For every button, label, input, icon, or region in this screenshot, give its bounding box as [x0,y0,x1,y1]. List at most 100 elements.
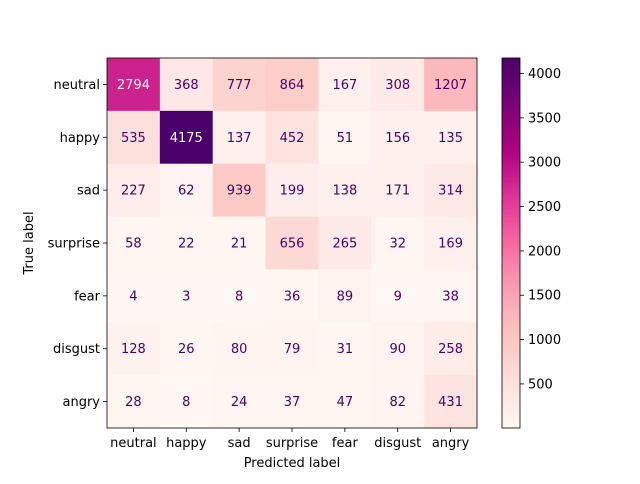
cell-value-label: 4 [129,289,137,304]
x-tick-label: sad [228,436,251,451]
cell-value-label: 38 [442,289,459,304]
y-axis-ticks: neutral happy sad surprise fear disgust angry [48,78,107,410]
cell-value-label: 156 [385,131,410,146]
x-tick-label: fear [332,436,359,451]
y-axis-label: True label [22,211,37,275]
cell-value-label: 36 [284,289,301,304]
cell-value-label: 26 [178,342,195,357]
cell-value-label: 227 [121,184,146,199]
heatmap-cell [265,375,319,429]
heatmap-cell [424,269,478,323]
heatmap-cell [107,375,161,429]
cell-value-label: 24 [231,395,248,410]
heatmap-cell [107,110,161,165]
heatmap-cell [424,163,478,218]
heatmap-cell [371,269,425,323]
cell-value-label: 452 [280,131,305,146]
cell-value-label: 431 [438,395,463,410]
heatmap-cell [424,375,478,429]
cell-value-label: 90 [389,342,406,357]
colorbar-tick-label: 3500 [528,111,561,126]
x-tick-label: disgust [374,436,421,451]
heatmap-cell [212,322,267,376]
heatmap-cell [265,269,319,323]
cell-value-label: 265 [332,237,357,252]
x-axis-label: Predicted label [244,456,341,471]
cell-value-label: 138 [332,184,357,199]
heatmap-cell [318,163,372,218]
heatmap-cell [107,216,161,270]
cell-value-label: 128 [121,342,146,357]
cell-value-label: 21 [231,237,248,252]
cell-value-label: 368 [174,78,199,93]
cell-value-label: 135 [438,131,463,146]
cell-value-label: 308 [385,78,410,93]
heatmap-cell [212,269,267,323]
heatmap-cell [159,58,214,112]
cell-value-label: 28 [125,395,142,410]
heatmap-cell [107,269,161,323]
heatmap-cell [318,269,372,323]
heatmap-cell [159,110,214,165]
cell-value-label: 656 [280,237,305,252]
heatmap-cell [212,163,267,218]
cell-value-label: 137 [227,131,252,146]
heatmap-cell [371,163,425,218]
cell-value-label: 864 [280,78,305,93]
cell-value-label: 2794 [117,78,150,93]
heatmap-cell [107,163,161,218]
y-tick-label: neutral [54,78,101,93]
cell-value-label: 8 [235,289,243,304]
heatmap-cell [371,322,425,376]
heatmap-cell [107,322,161,376]
cell-value-label: 1207 [434,78,467,93]
heatmap-cell [371,375,425,429]
y-tick-label: angry [63,395,101,410]
heatmap-cell [265,216,319,270]
colorbar [501,57,521,429]
colorbar-tick-label: 3000 [528,156,561,171]
heatmap-cells [107,58,478,429]
y-tick-label: happy [60,131,101,146]
y-tick-label: disgust [53,342,100,357]
cell-value-label: 314 [438,184,463,199]
x-tick-label: surprise [266,436,318,451]
cell-value-label: 89 [337,289,354,304]
cell-value-label: 3 [182,289,190,304]
cell-value-label: 37 [284,395,301,410]
heatmap-cell [424,58,478,112]
heatmap-cell [212,58,267,112]
x-tick-label: happy [166,436,207,451]
heatmap-cell [107,58,161,112]
cell-value-label: 777 [227,78,252,93]
cell-value-label: 167 [332,78,357,93]
heatmap-cell [159,216,214,270]
x-tick-label: neutral [110,436,157,451]
colorbar-tick-label: 2000 [528,244,561,259]
cell-value-label: 31 [337,342,354,357]
y-tick-label: fear [74,289,101,304]
colorbar-tick-label: 4000 [528,67,561,82]
heatmap-cell [159,163,214,218]
heatmap-cell [159,375,214,429]
heatmap-cell [318,322,372,376]
cell-value-label: 939 [227,184,252,199]
heatmap-cell [371,216,425,270]
cell-value-label: 258 [438,342,463,357]
heatmap-cell [424,216,478,270]
cell-value-label: 22 [178,237,195,252]
cell-value-label: 79 [284,342,301,357]
heatmap-cell [212,216,267,270]
heatmap-cell [318,375,372,429]
cell-value-label: 9 [394,289,402,304]
heatmap-cell [318,216,372,270]
cell-value-label: 62 [178,184,195,199]
heatmap-cell [212,375,267,429]
heatmap-cell [159,269,214,323]
cell-value-label: 80 [231,342,248,357]
cell-value-label: 4175 [170,131,203,146]
y-tick-label: sad [77,184,100,199]
cell-value-label: 47 [337,395,354,410]
